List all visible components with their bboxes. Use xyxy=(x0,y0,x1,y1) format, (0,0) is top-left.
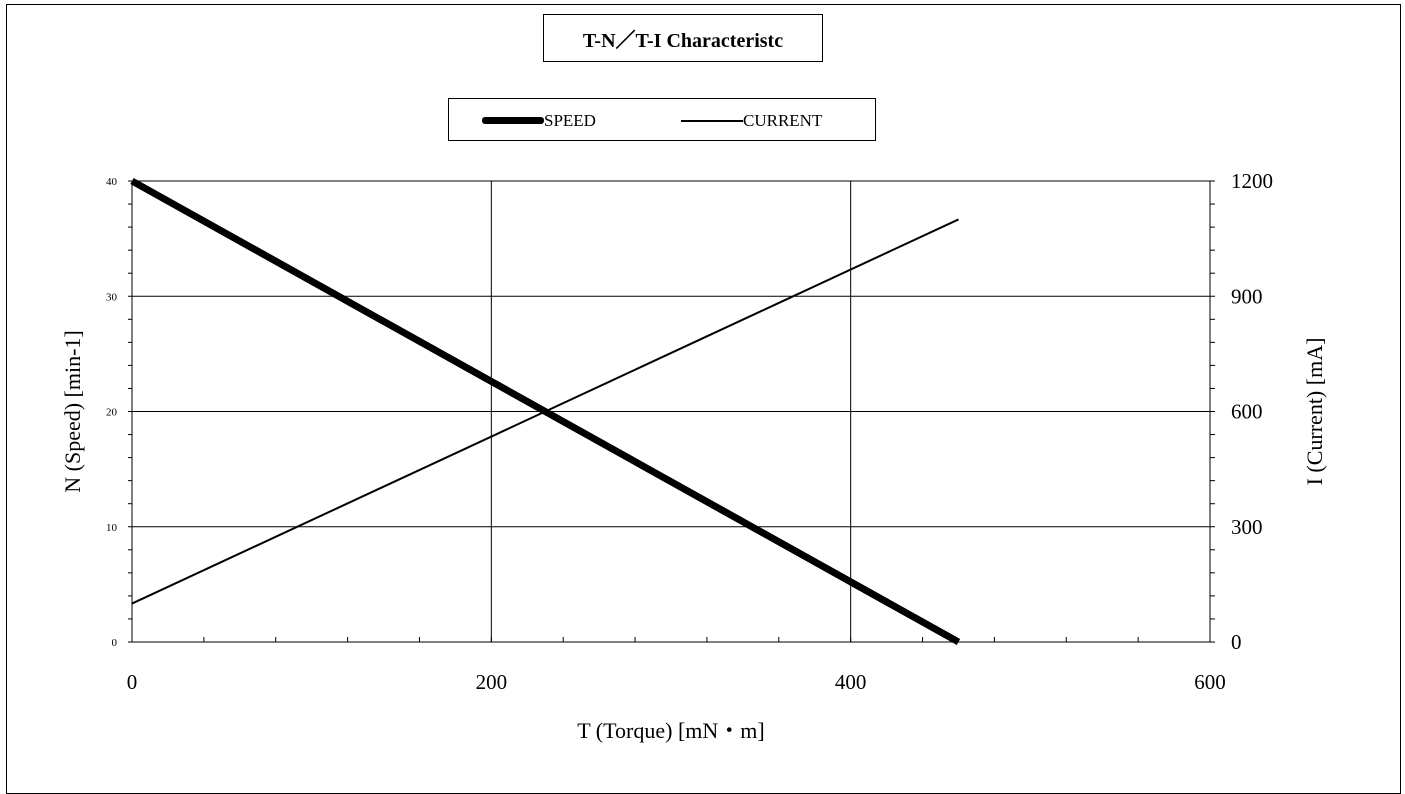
chart-legend: SPEED CURRENT xyxy=(448,98,876,141)
y-left-tick-label: 30 xyxy=(106,291,118,303)
x-tick-label: 400 xyxy=(835,670,867,694)
x-tick-label: 200 xyxy=(476,670,508,694)
y-left-axis-title: N (Speed) [min-1] xyxy=(60,330,85,493)
chart-title-text: T-N／T-I Characteristc xyxy=(582,29,784,52)
x-axis-title: T (Torque) [mN・m] xyxy=(577,718,764,743)
y-right-tick-label: 0 xyxy=(1231,630,1242,654)
y-left-tick-label: 10 xyxy=(106,522,118,534)
y-right-tick-label: 600 xyxy=(1231,400,1263,424)
y-right-tick-label: 900 xyxy=(1231,284,1263,308)
y-left-tick-label: 40 xyxy=(106,176,118,188)
legend-item-current: CURRENT xyxy=(681,99,822,142)
y-right-tick-label: 300 xyxy=(1231,515,1263,539)
legend-label-current: CURRENT xyxy=(743,110,823,130)
y-left-tick-label: 20 xyxy=(106,407,118,419)
chart-title: T-N／T-I Characteristc xyxy=(543,14,823,62)
plot-area-border xyxy=(131,180,1211,643)
x-tick-label: 0 xyxy=(127,670,138,694)
legend-item-speed: SPEED xyxy=(482,99,596,142)
y-left-tick-label: 0 xyxy=(112,637,118,649)
y-right-tick-label: 1200 xyxy=(1231,169,1273,193)
y-right-axis-title: I (Current) [mA] xyxy=(1302,338,1327,486)
legend-swatch-speed xyxy=(482,117,544,124)
legend-swatch-current xyxy=(681,119,743,122)
series-line-current xyxy=(131,218,959,605)
legend-label-speed: SPEED xyxy=(544,110,596,130)
x-tick-label: 600 xyxy=(1194,670,1226,694)
